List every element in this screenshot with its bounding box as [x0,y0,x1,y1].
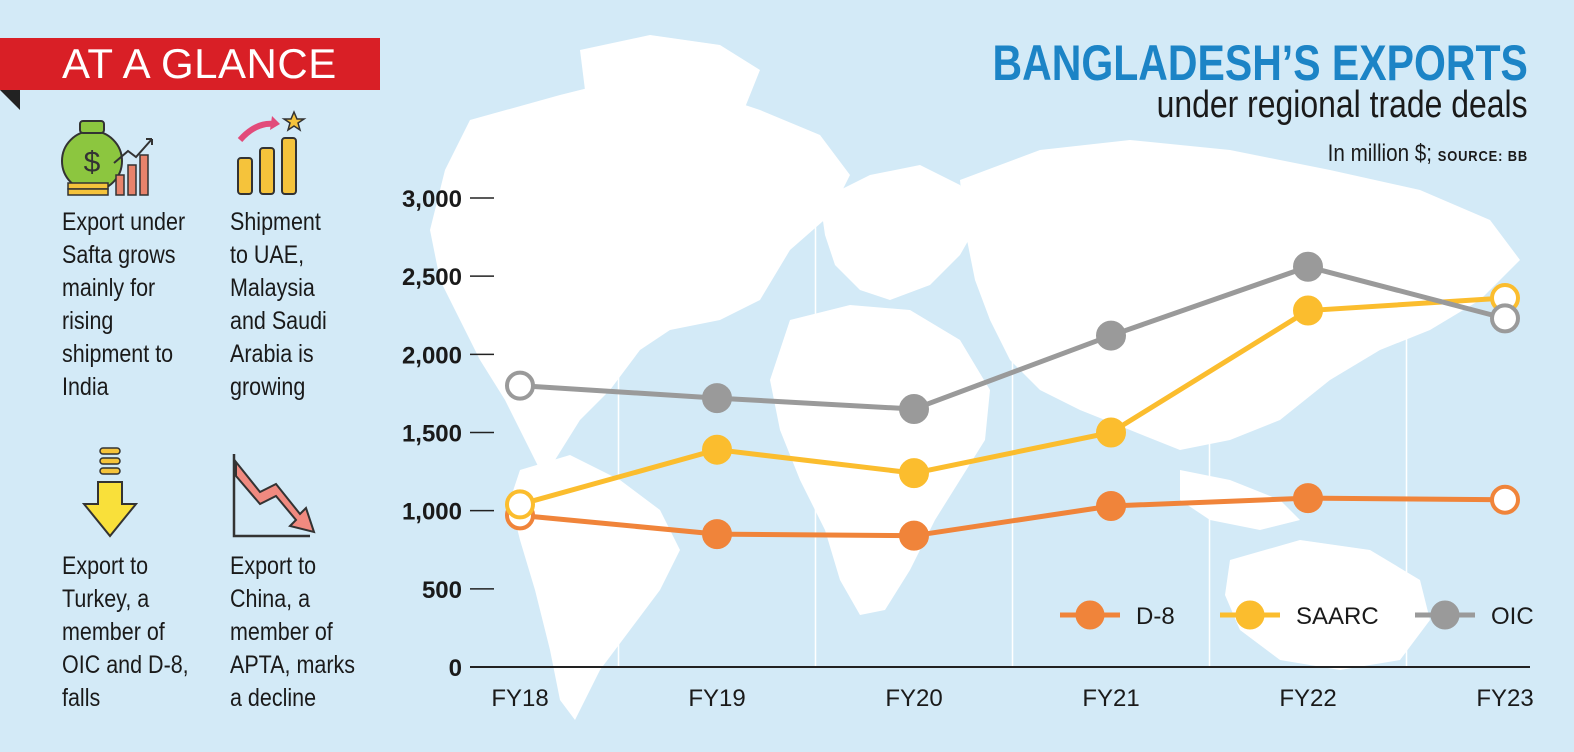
chart-subtitle: under regional trade deals [1157,84,1528,126]
y-tick-label: 1,500 [402,421,462,448]
x-tick-label: FY22 [1279,685,1336,712]
chart-title: BANGLADESH’S EXPORTS [992,35,1528,91]
data-point-oic [899,394,929,425]
y-tick-label: 2,500 [402,264,462,291]
x-tick-label: FY19 [688,685,745,712]
data-point-saarc [505,489,535,520]
x-tick-label: FY18 [491,685,548,712]
data-point-oic [505,370,535,401]
x-tick-label: FY20 [885,685,942,712]
data-point-oic [1293,251,1323,282]
legend-label-saarc: SAARC [1296,603,1379,630]
legend-label-d-8: D-8 [1136,603,1175,630]
y-tick-label: 2,000 [402,342,462,369]
data-point-saarc [899,458,929,489]
data-point-d-8 [1490,484,1520,515]
down-arrow-icon [81,447,139,538]
y-tick-label: 3,000 [402,186,462,213]
data-point-saarc [1293,295,1323,326]
banner-fold [0,90,20,110]
data-point-oic [1490,303,1520,334]
svg-text:$: $ [84,146,101,179]
note-turkey: Export to Turkey, a member of OIC and D-… [62,552,189,712]
money-bag-growth-icon: $ [61,120,153,196]
y-tick-label: 1,000 [402,499,462,526]
bar-chart-rising-icon [237,110,307,195]
unit-label: In million $; [1327,140,1432,167]
note-safta: Export under Safta grows mainly for risi… [62,208,186,401]
data-point-d-8 [702,519,732,550]
series-line-saarc [519,295,1506,507]
y-tick-label: 500 [422,577,462,604]
legend-label-oic: OIC [1491,603,1534,630]
data-point-d-8 [1096,490,1126,521]
note-china: Export to China, a member of APTA, marks… [230,552,356,712]
data-point-d-8 [899,520,929,551]
note-uae-malaysia-saudi: Shipment to UAE, Malaysia and Saudi Arab… [230,208,327,401]
y-tick-label: 0 [449,655,462,682]
x-tick-label: FY23 [1476,685,1533,712]
legend-marker-d-8 [1075,600,1105,630]
at-a-glance-banner: AT A GLANCE [0,38,380,90]
data-point-d-8 [1293,483,1323,514]
unit-source-line: In million $; SOURCE: BB [1328,140,1528,168]
series-line-oic [519,264,1506,412]
x-tick-label: FY21 [1082,685,1139,712]
legend-marker-oic [1430,600,1460,630]
series-line-d-8 [519,495,1506,539]
data-point-oic [1096,320,1126,351]
declining-arrow-icon [232,454,316,538]
data-point-oic [702,383,732,414]
data-point-saarc [1096,417,1126,448]
legend-marker-saarc [1235,600,1265,630]
source-label: SOURCE: BB [1437,148,1528,165]
data-point-saarc [702,434,732,465]
